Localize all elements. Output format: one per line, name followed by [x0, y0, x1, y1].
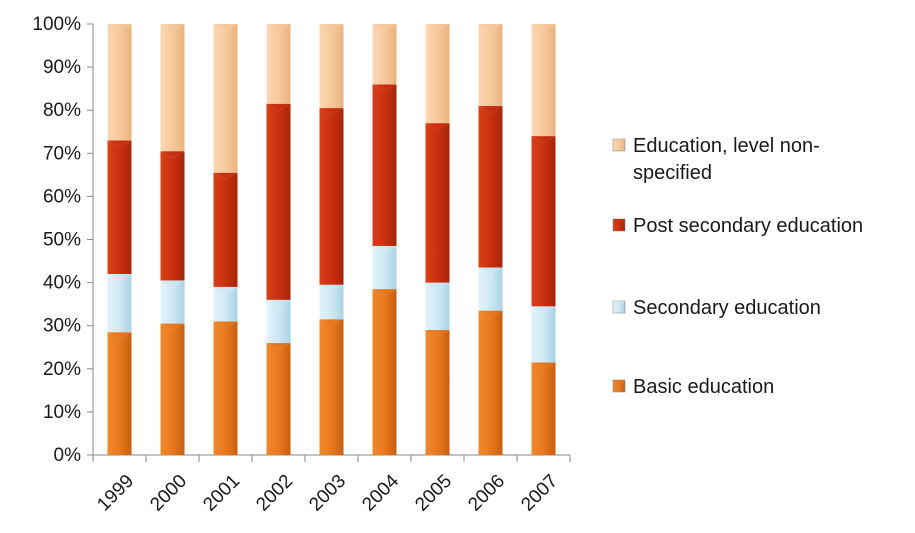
y-tick-label: 90% — [43, 57, 81, 78]
bar-segment — [372, 245, 397, 290]
y-tick-label: 20% — [43, 359, 81, 380]
bar-segment-bevel — [159, 150, 186, 159]
bar-segment-bevel — [159, 23, 186, 32]
bar-segment — [213, 321, 238, 455]
bar-segment — [425, 282, 450, 331]
x-tick-label: 2003 — [305, 471, 350, 516]
bar-segment-bevel — [106, 273, 133, 282]
bar-segment — [266, 299, 291, 343]
bar-segment — [425, 24, 450, 124]
bar-segment — [160, 323, 185, 455]
legend-label: Education, level non- — [633, 135, 820, 157]
legend: Education, level non-specified Post secon… — [612, 135, 863, 398]
bar-segment — [319, 108, 344, 285]
bar-segment — [478, 267, 503, 311]
bar-segment — [213, 172, 238, 287]
bar-segment — [531, 362, 556, 455]
y-tick-label: 50% — [43, 230, 81, 251]
bar-segment-bevel — [265, 23, 292, 32]
bar-segment — [160, 280, 185, 324]
bar-segment — [107, 332, 132, 455]
x-tick-label: 1999 — [93, 471, 138, 516]
y-tick-label: 100% — [32, 14, 81, 35]
bar-segment — [531, 136, 556, 307]
bar-segment — [531, 24, 556, 137]
bar-segment — [160, 151, 185, 281]
legend-swatch-bevel — [613, 219, 625, 225]
x-tick-label: 2001 — [199, 471, 244, 516]
bar-segment — [266, 24, 291, 104]
x-tick-label: 2007 — [517, 471, 562, 516]
legend-label: Post secondary education — [633, 215, 863, 237]
bar-segment — [478, 310, 503, 455]
bar-segment — [266, 342, 291, 455]
y-tick-label: 80% — [43, 100, 81, 121]
bar-segment — [425, 123, 450, 283]
bar-segment-bevel — [212, 23, 239, 32]
legend-swatch-bevel — [613, 380, 625, 386]
bar-segment-bevel — [424, 23, 451, 32]
legend-label: Basic education — [633, 376, 774, 398]
bar-segment — [319, 319, 344, 455]
bar-segment — [372, 289, 397, 455]
y-tick-label: 60% — [43, 186, 81, 207]
bar-segment — [478, 24, 503, 106]
bar-segment — [266, 103, 291, 300]
x-tick-label: 2002 — [252, 471, 297, 516]
legend-swatch-bevel — [613, 301, 625, 307]
legend-label: Secondary education — [633, 297, 821, 319]
y-axis: 0% 10% 20% 30% 40% 50% 60% 70% 80% 90% 100% — [32, 14, 94, 466]
bar-segment — [372, 84, 397, 246]
x-tick-label: 2000 — [146, 471, 191, 516]
y-tick-label: 30% — [43, 316, 81, 337]
y-tick-label: 40% — [43, 273, 81, 294]
legend-label: specified — [633, 162, 712, 184]
y-tick-label: 10% — [43, 402, 81, 423]
bar-segment-bevel — [318, 23, 345, 32]
y-tick-label: 0% — [54, 445, 82, 466]
x-tick-label: 2005 — [411, 471, 456, 516]
bar-segment-bevel — [106, 23, 133, 32]
bar-segment — [107, 273, 132, 333]
bar-segment — [319, 24, 344, 109]
bar-segment — [107, 24, 132, 141]
bar-segment — [107, 140, 132, 274]
x-axis: 1999 2000 2001 2002 2003 2004 2005 2006 2007 — [92, 454, 571, 516]
bar-segment-bevel — [371, 23, 398, 32]
x-tick-label: 2004 — [358, 470, 403, 515]
bar-segment — [478, 105, 503, 268]
bar-segment-bevel — [530, 23, 557, 32]
bar-segment — [160, 24, 185, 152]
bar-segment — [425, 330, 450, 455]
legend-swatch-bevel — [613, 139, 625, 145]
bar-segment — [213, 24, 238, 173]
bar-segment-bevel — [477, 23, 504, 32]
bars — [106, 23, 557, 455]
bar-segment — [372, 24, 397, 85]
bar-segment — [531, 306, 556, 363]
y-tick-label: 70% — [43, 143, 81, 164]
x-tick-label: 2006 — [464, 471, 509, 516]
